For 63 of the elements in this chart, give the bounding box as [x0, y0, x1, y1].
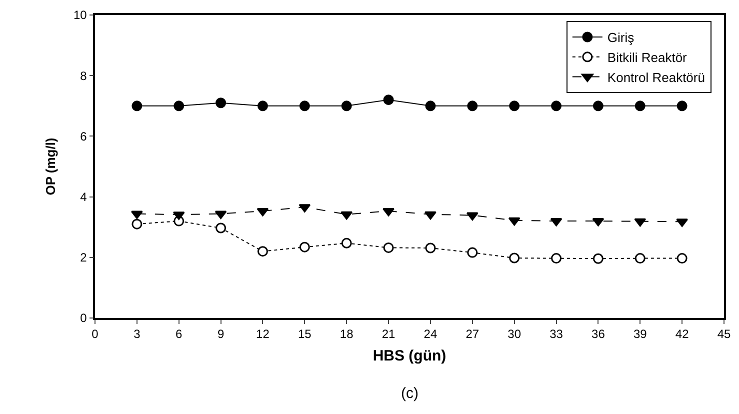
legend-label: Bitkili Reaktör [607, 50, 688, 65]
x-tick-label: 33 [550, 327, 564, 342]
point [509, 252, 520, 264]
point [341, 238, 352, 248]
point [467, 100, 478, 112]
point [424, 211, 436, 220]
point [214, 210, 227, 220]
x-tick-label: 45 [717, 327, 731, 342]
point [676, 100, 688, 112]
point [509, 100, 520, 112]
x-tick-label: 42 [675, 327, 690, 342]
text: (c) [401, 385, 418, 402]
x-tick-label: 30 [508, 327, 522, 342]
point [592, 100, 604, 112]
point [382, 208, 394, 216]
y-tick-label: 0 [80, 311, 88, 326]
x-tick-label: 39 [633, 327, 648, 342]
point [634, 218, 646, 227]
x-axis-title: HBS (gün) [372, 348, 446, 365]
legend-label: Kontrol Reaktörü [607, 70, 705, 85]
point [299, 242, 310, 252]
y-tick-label: 8 [80, 68, 88, 83]
point [466, 212, 478, 221]
point [340, 211, 353, 220]
point [551, 100, 562, 112]
x-tick-label: 21 [382, 327, 396, 342]
x-tick-label: 12 [256, 327, 270, 342]
x-tick-label: 15 [298, 327, 312, 342]
x-tick-label: 0 [92, 327, 99, 342]
point [299, 100, 310, 112]
y-tick-label: 6 [80, 129, 88, 144]
point [467, 247, 478, 258]
y-axis-title: OP (mg/l) [42, 138, 58, 196]
x-tick-label: 6 [176, 327, 183, 342]
x-tick-label: 3 [134, 327, 141, 342]
x-tick-label: 9 [217, 327, 224, 342]
point [425, 100, 436, 112]
x-tick-label: 36 [592, 327, 606, 342]
x-tick-label: 18 [340, 327, 354, 342]
point [174, 100, 184, 112]
y-tick-label: 2 [80, 250, 88, 265]
point [383, 242, 394, 253]
x-tick-label: 24 [424, 327, 438, 342]
point [551, 253, 562, 264]
point [132, 218, 142, 230]
point [257, 246, 268, 257]
point [257, 100, 268, 112]
point [592, 253, 604, 264]
point [132, 100, 142, 112]
point [634, 253, 646, 264]
point [425, 242, 436, 254]
point [216, 98, 226, 108]
point [508, 217, 520, 226]
point [634, 100, 646, 112]
y-tick-label: 4 [80, 190, 88, 204]
point [383, 94, 394, 106]
legend-label: Giriş [607, 30, 635, 46]
point [676, 253, 688, 264]
point [341, 100, 352, 112]
x-tick-label: 27 [466, 327, 480, 342]
point [216, 222, 226, 234]
point [130, 210, 143, 220]
y-tick-label: 10 [73, 8, 88, 22]
